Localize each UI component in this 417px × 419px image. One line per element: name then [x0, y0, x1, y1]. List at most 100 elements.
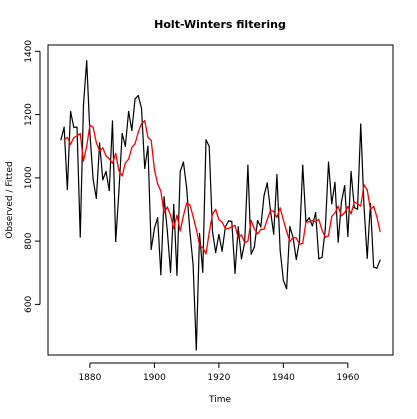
fitted-point [350, 213, 352, 215]
observed-point [69, 110, 72, 113]
fitted-point [321, 229, 323, 231]
observed-point [89, 132, 91, 135]
fitted-point [202, 247, 204, 249]
observed-point [337, 241, 339, 243]
series-observed [60, 60, 381, 351]
x-tick-label: 1940 [272, 373, 295, 383]
observed-point [331, 203, 333, 205]
fitted-point [137, 131, 139, 133]
observed-point [379, 259, 381, 261]
observed-point [153, 227, 155, 230]
observed-point [202, 271, 204, 273]
observed-point [144, 167, 146, 169]
observed-point [176, 274, 178, 276]
observed-point [173, 203, 175, 206]
observed-point [318, 258, 320, 260]
fitted-point [247, 240, 249, 242]
fitted-point [79, 132, 81, 135]
fitted-point [315, 221, 317, 223]
observed-point [356, 208, 359, 210]
fitted-point [250, 219, 252, 222]
observed-point [240, 258, 243, 260]
observed-point [208, 145, 210, 147]
observed-point [218, 233, 220, 236]
observed-point [95, 197, 97, 200]
fitted-point [163, 212, 165, 214]
observed-point [315, 212, 317, 214]
fitted-point [273, 210, 275, 212]
fitted-point [331, 215, 333, 218]
observed-point [128, 110, 130, 113]
fitted-point [124, 162, 126, 164]
x-tick-label: 1900 [143, 373, 166, 383]
observed-point [260, 226, 262, 228]
observed-point [105, 170, 107, 173]
fitted-point [327, 235, 330, 237]
fitted-point [150, 139, 152, 141]
fitted-point [298, 243, 301, 245]
fitted-point [192, 215, 194, 218]
fitted-point [360, 205, 362, 207]
plot-frame [47, 44, 394, 356]
y-tick-label: 1000 [24, 166, 34, 189]
observed-point [182, 161, 185, 163]
fitted-point [276, 216, 278, 218]
x-tick-label: 1960 [336, 373, 359, 383]
y-tick-label: 1400 [24, 40, 34, 63]
observed-point [324, 228, 326, 230]
observed-point [231, 220, 233, 223]
observed-point [179, 170, 181, 173]
y-tick-label: 800 [24, 232, 34, 249]
observed-point [82, 104, 85, 106]
observed-point [273, 233, 275, 235]
fitted-point [76, 135, 78, 137]
fitted-point [102, 147, 104, 149]
observed-point [263, 194, 265, 197]
fitted-point [160, 190, 162, 192]
fitted-point [369, 208, 372, 211]
observed-point [98, 142, 101, 144]
fitted-point [82, 160, 85, 162]
fitted-point [253, 228, 255, 230]
observed-point [160, 274, 162, 276]
fitted-point [86, 145, 88, 147]
y-tick-label: 600 [24, 296, 34, 313]
observed-point [118, 190, 120, 192]
fitted-point [218, 219, 220, 221]
observed-point [266, 182, 268, 184]
fitted-point [295, 237, 297, 239]
fitted-point [92, 126, 94, 128]
y-axis-label: Observed / Fitted [5, 161, 15, 238]
observed-point [289, 225, 291, 228]
fitted-point [347, 206, 349, 208]
x-axis: 1880 1900 1920 1940 1960 [78, 362, 360, 383]
observed-point [73, 126, 75, 128]
observed-point [140, 107, 143, 109]
observed-point [360, 123, 362, 125]
observed-point [279, 249, 281, 251]
fitted-point [289, 241, 291, 243]
observed-point [327, 161, 330, 163]
observed-point [286, 288, 288, 290]
observed-point [302, 164, 304, 166]
fitted-point [208, 231, 210, 234]
fitted-point [334, 212, 336, 214]
observed-point [205, 139, 207, 141]
observed-point [157, 217, 159, 219]
observed-point [92, 178, 94, 181]
fitted-point [356, 203, 359, 205]
fitted-point [340, 215, 343, 217]
observed-point [166, 230, 168, 232]
observed-point [211, 230, 214, 232]
fitted-point [286, 230, 288, 232]
fitted-point [311, 219, 313, 222]
fitted-point [224, 227, 226, 230]
fitted-point [292, 236, 294, 238]
series-layer [60, 60, 381, 351]
fitted-point [147, 136, 149, 138]
fitted-point [263, 228, 265, 230]
fitted-point [157, 183, 159, 185]
fitted-point [140, 123, 143, 125]
observed-point [247, 164, 249, 166]
observed-point [115, 240, 117, 243]
